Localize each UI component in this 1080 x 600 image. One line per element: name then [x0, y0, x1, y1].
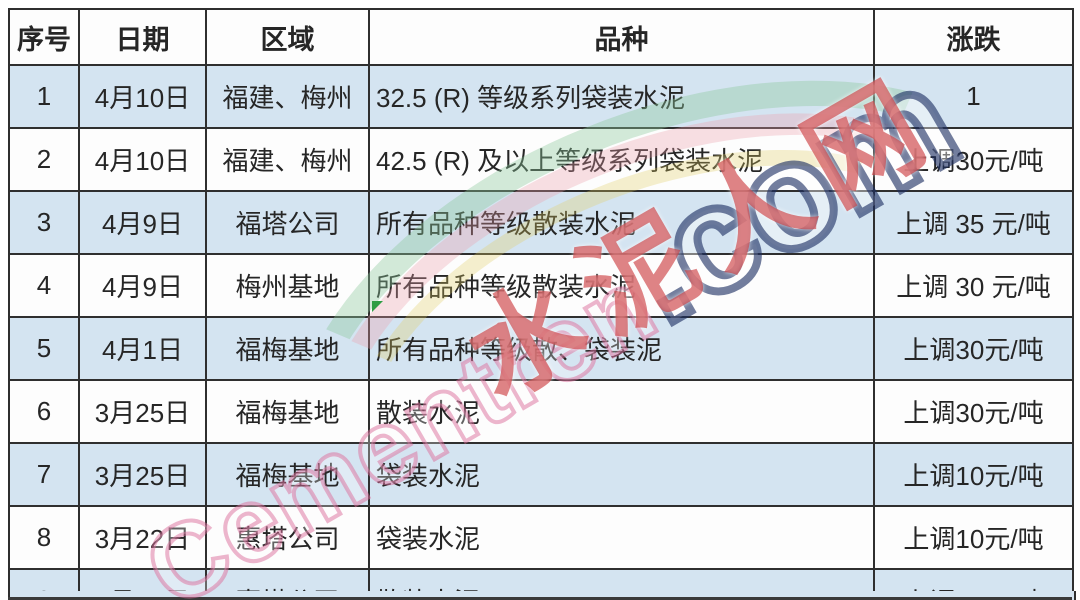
cell-region: 福建、梅州	[205, 127, 370, 192]
cell-variety: 32.5 (R) 等级系列袋装水泥	[368, 64, 875, 129]
cell-index: 9	[8, 568, 80, 600]
table-row: 7 3月25日 福梅基地 袋装水泥 上调10元/吨	[8, 442, 1074, 507]
cell-date: 4月10日	[78, 64, 207, 129]
cell-variety: 所有品种等级散、袋装泥	[368, 316, 875, 381]
cell-region: 福建、梅州	[205, 64, 370, 129]
cell-date: 4月1日	[78, 316, 207, 381]
cell-index: 8	[8, 505, 80, 570]
cell-change: 上调 35 元/吨	[873, 190, 1074, 255]
column-header-variety: 品种	[368, 8, 875, 66]
cell-region: 福梅基地	[205, 316, 370, 381]
cell-change: 上调30元/吨	[873, 127, 1074, 192]
cell-index: 3	[8, 190, 80, 255]
cell-region: 梅州基地	[205, 253, 370, 318]
cell-change: 上调30元/吨	[873, 316, 1074, 381]
table-row: 2 4月10日 福建、梅州 42.5 (R) 及以上等级系列袋装水泥 上调30元/吨	[8, 127, 1074, 192]
table-row: 4 4月9日 梅州基地 所有品种等级散装水泥 上调 30 元/吨	[8, 253, 1074, 318]
column-header-index: 序号	[8, 8, 80, 66]
cell-index: 2	[8, 127, 80, 192]
cell-change: 上调10元/吨	[873, 505, 1074, 570]
table-row: 5 4月1日 福梅基地 所有品种等级散、袋装泥 上调30元/吨	[8, 316, 1074, 381]
table-row: 8 3月22日 惠塔公司 袋装水泥 上调10元/吨	[8, 505, 1074, 570]
cell-region: 福梅基地	[205, 379, 370, 444]
cell-index: 4	[8, 253, 80, 318]
cell-date: 4月9日	[78, 253, 207, 318]
screenshot-bottom-edge	[8, 597, 1072, 600]
cutoff-row-sliver	[8, 591, 1076, 600]
column-header-region: 区域	[205, 8, 370, 66]
table-body: 1 4月10日 福建、梅州 32.5 (R) 等级系列袋装水泥 1 2 4月10日 福建、梅州…	[8, 64, 1074, 600]
cell-variety: 散装水泥	[368, 379, 875, 444]
cell-index: 7	[8, 442, 80, 507]
column-header-change: 涨跌	[873, 8, 1074, 66]
table-row: 3 4月9日 福塔公司 所有品种等级散装水泥 上调 35 元/吨	[8, 190, 1074, 255]
cell-corner-flag-icon	[372, 301, 383, 312]
cell-date: 3月22日	[78, 505, 207, 570]
cell-change: 上调10元/吨	[873, 442, 1074, 507]
table-header: 序号 日期 区域 品种 涨跌	[8, 8, 1074, 66]
cell-date: 4月10日	[78, 127, 207, 192]
table-row: 6 3月25日 福梅基地 散装水泥 上调30元/吨	[8, 379, 1074, 444]
cell-change: 上调 30 元/吨	[873, 253, 1074, 318]
cell-index: 6	[8, 379, 80, 444]
cell-region: 福梅基地	[205, 442, 370, 507]
cell-index: 5	[8, 316, 80, 381]
cell-date: 3月25日	[78, 442, 207, 507]
column-header-date: 日期	[78, 8, 207, 66]
cell-date: 4月9日	[78, 190, 207, 255]
cell-date: 3月25日	[78, 379, 207, 444]
cell-variety: 42.5 (R) 及以上等级系列袋装水泥	[368, 127, 875, 192]
table-row: 1 4月10日 福建、梅州 32.5 (R) 等级系列袋装水泥 1	[8, 64, 1074, 129]
cell-change: 1	[873, 64, 1074, 129]
cell-variety: 袋装水泥	[368, 442, 875, 507]
cell-index: 1	[8, 64, 80, 129]
cement-price-table: 序号 日期 区域 品种 涨跌 1 4月10日 福建、梅州 32.5 (R) 等级系列袋…	[8, 8, 1074, 600]
cell-region: 福塔公司	[205, 190, 370, 255]
header-row: 序号 日期 区域 品种 涨跌	[8, 8, 1074, 66]
cell-variety: 所有品种等级散装水泥	[368, 190, 875, 255]
cell-variety: 袋装水泥	[368, 505, 875, 570]
cell-variety: 所有品种等级散装水泥	[368, 253, 875, 318]
cell-region: 惠塔公司	[205, 505, 370, 570]
cell-change: 上调30元/吨	[873, 379, 1074, 444]
